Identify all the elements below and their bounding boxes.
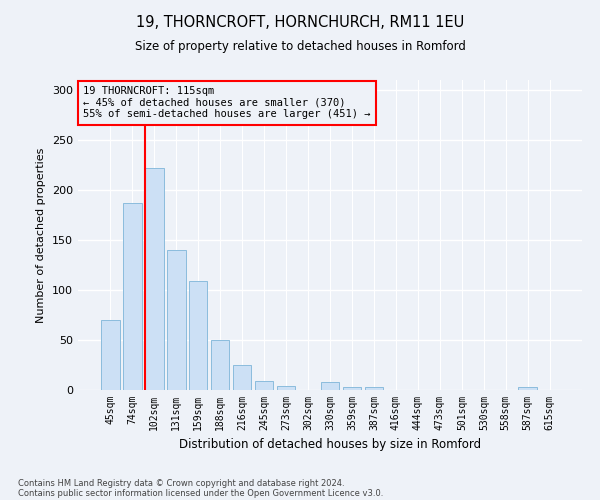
Text: Contains HM Land Registry data © Crown copyright and database right 2024.: Contains HM Land Registry data © Crown c… — [18, 478, 344, 488]
Y-axis label: Number of detached properties: Number of detached properties — [37, 148, 46, 322]
Bar — [101, 320, 119, 390]
Bar — [365, 387, 383, 390]
Bar — [167, 250, 185, 390]
X-axis label: Distribution of detached houses by size in Romford: Distribution of detached houses by size … — [179, 438, 481, 452]
Bar — [343, 387, 361, 390]
Bar — [233, 365, 251, 390]
Text: 19, THORNCROFT, HORNCHURCH, RM11 1EU: 19, THORNCROFT, HORNCHURCH, RM11 1EU — [136, 15, 464, 30]
Bar — [145, 168, 164, 390]
Bar — [320, 382, 340, 390]
Bar — [123, 203, 142, 390]
Text: Size of property relative to detached houses in Romford: Size of property relative to detached ho… — [134, 40, 466, 53]
Text: 19 THORNCROFT: 115sqm
← 45% of detached houses are smaller (370)
55% of semi-det: 19 THORNCROFT: 115sqm ← 45% of detached … — [83, 86, 371, 120]
Text: Contains public sector information licensed under the Open Government Licence v3: Contains public sector information licen… — [18, 488, 383, 498]
Bar — [211, 340, 229, 390]
Bar — [277, 386, 295, 390]
Bar — [255, 381, 274, 390]
Bar — [518, 387, 537, 390]
Bar — [189, 281, 208, 390]
